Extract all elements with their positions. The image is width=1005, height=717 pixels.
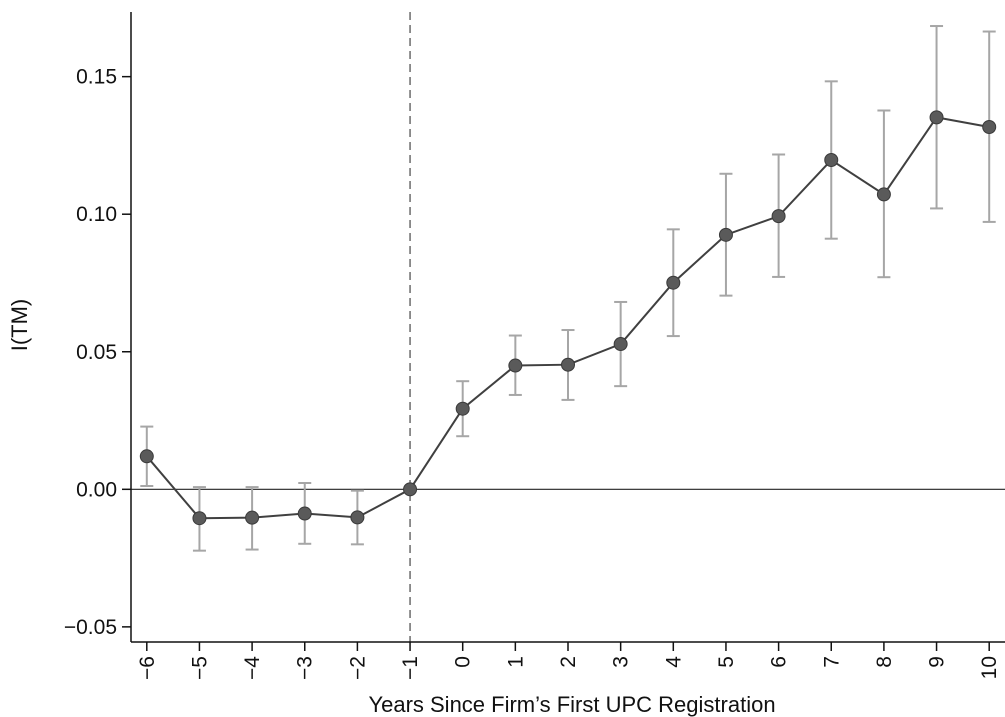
x-tick-label: 0	[452, 656, 475, 668]
data-point	[139, 449, 154, 464]
x-tick-label: −1	[399, 656, 422, 680]
reference-lines	[131, 12, 1005, 642]
data-point	[929, 110, 944, 125]
x-tick-label: 6	[768, 656, 791, 668]
x-tick-label: −3	[294, 656, 317, 680]
data-point	[666, 275, 681, 290]
plot-area	[131, 12, 1005, 642]
x-tick-label: −6	[136, 656, 159, 680]
axes	[130, 12, 1005, 643]
x-tick-label: −4	[241, 656, 264, 680]
data-point	[297, 506, 312, 521]
data-point	[771, 209, 786, 224]
y-axis-ticks: −0.05 0.00 0.05 0.10 0.15	[64, 66, 131, 639]
x-tick-label: 10	[978, 656, 1001, 679]
x-tick-label: −2	[346, 656, 369, 680]
x-axis-ticks: −6 −5 −4 −3 −2 −1 0 1 2 3 4 5 6 7 8 9 10	[136, 642, 1001, 680]
y-tick-label: 0.00	[76, 478, 117, 501]
error-bars	[140, 25, 996, 552]
x-tick-label: 2	[557, 656, 580, 668]
data-point	[982, 119, 997, 134]
data-point	[718, 227, 733, 242]
data-point	[508, 358, 523, 373]
x-tick-label: 1	[504, 656, 527, 668]
data-point	[245, 510, 260, 525]
x-axis-label: Years Since Firm’s First UPC Registratio…	[368, 692, 775, 717]
x-tick-label: 9	[926, 656, 949, 668]
x-tick-label: 3	[610, 656, 633, 668]
y-axis-label: I(TM)	[7, 299, 32, 352]
data-point	[561, 357, 575, 372]
data-point	[613, 337, 628, 352]
data-point	[824, 153, 839, 168]
data-points	[139, 110, 997, 526]
series-line-group	[146, 116, 990, 520]
y-tick-label: −0.05	[64, 616, 117, 639]
y-tick-label: 0.15	[76, 66, 117, 89]
data-point	[403, 482, 418, 497]
series-line	[146, 116, 990, 520]
x-tick-label: 8	[873, 656, 896, 668]
y-tick-label: 0.05	[76, 341, 117, 364]
data-point	[455, 401, 470, 416]
y-tick-label: 0.10	[76, 203, 117, 226]
x-tick-label: 4	[662, 656, 685, 668]
data-point	[350, 510, 365, 525]
data-point	[876, 187, 891, 202]
data-point	[192, 511, 207, 526]
x-tick-label: 7	[820, 656, 843, 668]
x-tick-label: 5	[715, 656, 738, 668]
x-tick-label: −5	[188, 656, 211, 680]
